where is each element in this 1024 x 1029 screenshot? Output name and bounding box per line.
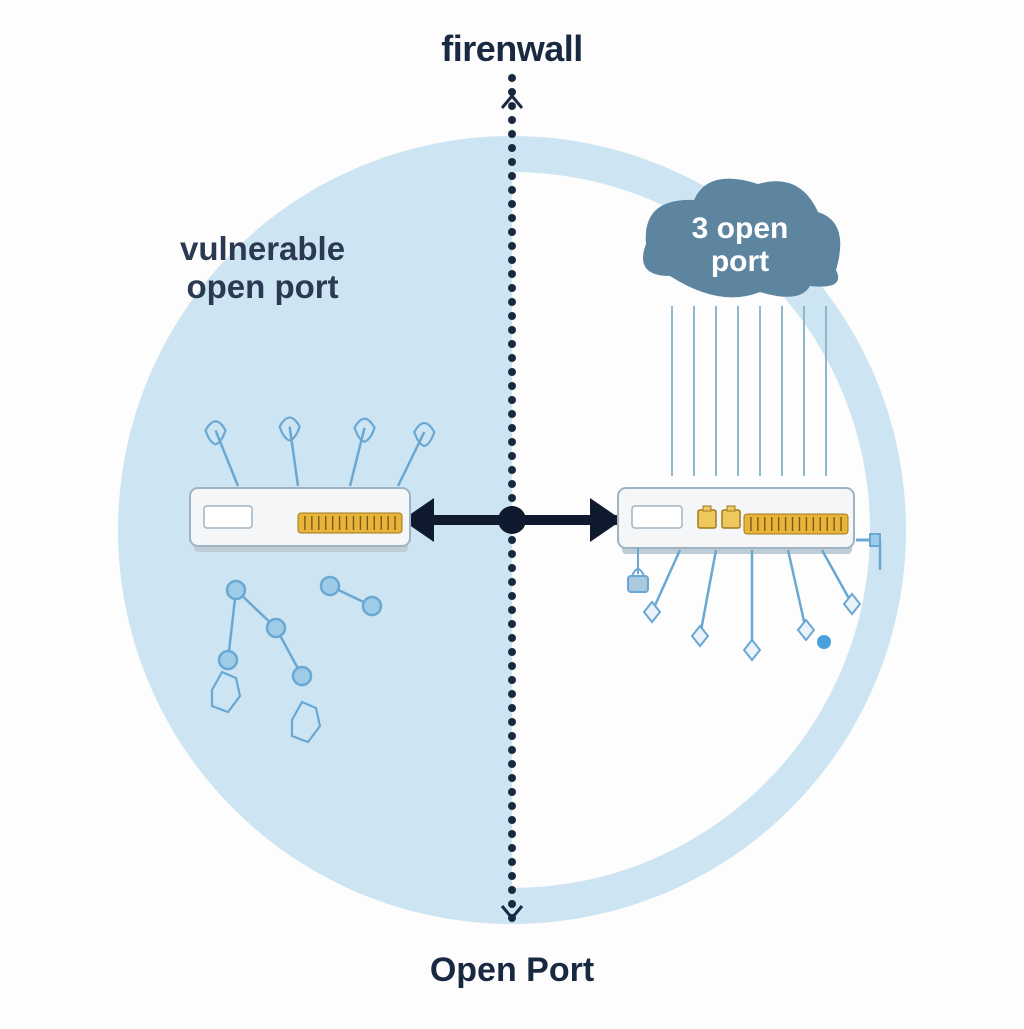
diagram-svg bbox=[0, 0, 1024, 1024]
cloud-label: 3 open port bbox=[640, 212, 840, 278]
label-left: vulnerable open port bbox=[180, 230, 345, 306]
label-left-line1: vulnerable bbox=[180, 230, 345, 267]
title-bottom: Open Port bbox=[430, 951, 594, 990]
vertical-divider bbox=[508, 74, 516, 922]
title-top: firenwall bbox=[441, 28, 583, 70]
label-left-line2: open port bbox=[186, 268, 338, 305]
cloud-label-line1: 3 open bbox=[692, 212, 789, 245]
cloud-label-line2: port bbox=[711, 245, 769, 278]
